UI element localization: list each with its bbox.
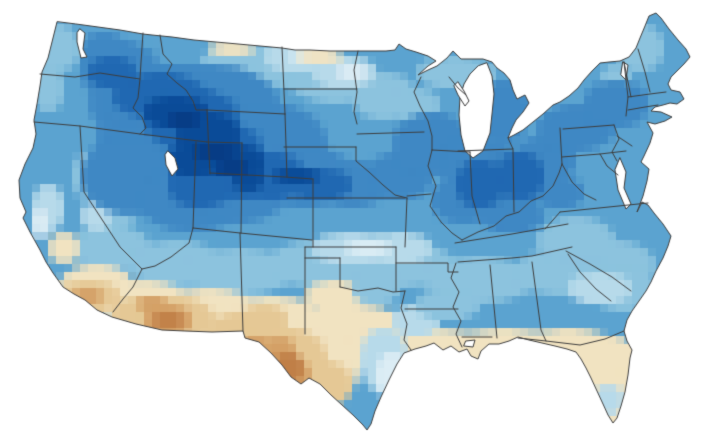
map-figure xyxy=(0,0,720,432)
us-choropleth-map-canvas xyxy=(0,0,720,432)
